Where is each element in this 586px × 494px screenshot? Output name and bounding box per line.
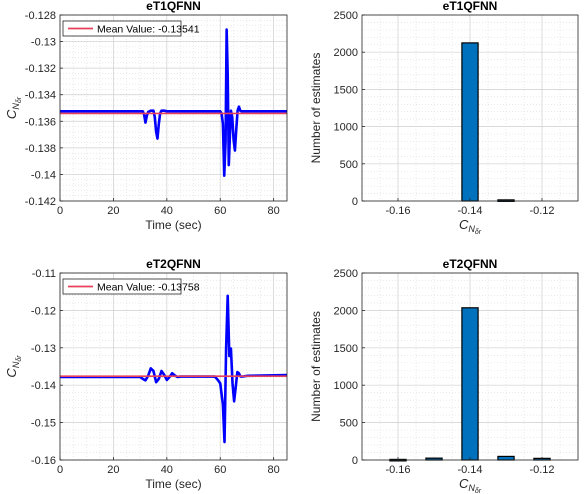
y-tick-label: -0.132 <box>25 63 56 75</box>
legend-box <box>62 278 182 295</box>
y-tick-label: 1000 <box>334 380 358 392</box>
x-tick-label: -0.16 <box>385 205 410 217</box>
x-tick-label: 0 <box>57 464 63 476</box>
time-series-panel-et2qfnn: 0 20 40 60 80 -0.11 -0.12 -0.13 -0.14 -0.15 -0.16 e… <box>4 257 288 491</box>
histogram-bar <box>461 42 479 202</box>
x-tick-label: 40 <box>161 205 173 217</box>
x-tick-label: 80 <box>268 464 280 476</box>
y-tick-label: 1500 <box>334 84 358 96</box>
plot-area <box>60 15 287 201</box>
time-series-panel-et1qfnn: 0 20 40 60 80 -0.128 -0.13 -0.132 -0.134 -0.136 -0… <box>4 0 288 232</box>
y-tick-label: 2500 <box>334 268 358 280</box>
x-tick-label: 60 <box>214 464 226 476</box>
y-tick-label: -0.136 <box>25 116 56 128</box>
chart-title: eT1QFNN <box>443 0 498 13</box>
y-axis-label: Number of estimates <box>309 53 323 164</box>
x-tick-label: 20 <box>107 205 119 217</box>
x-tick-label: 20 <box>107 464 119 476</box>
y-tick-label: -0.134 <box>25 90 56 102</box>
y-tick-label: -0.142 <box>25 196 56 208</box>
y-tick-label: 500 <box>340 418 358 430</box>
y-tick-label: 500 <box>340 159 358 171</box>
legend-box <box>62 20 182 37</box>
x-tick-label: 60 <box>214 205 226 217</box>
y-axis-label: CNδr <box>4 96 23 119</box>
y-tick-label: -0.13 <box>31 37 56 49</box>
x-tick-label: -0.14 <box>457 464 482 476</box>
x-tick-label: -0.12 <box>529 205 554 217</box>
y-tick-label: 2000 <box>334 47 358 59</box>
histogram-bar <box>497 455 515 461</box>
histogram-panel-et2qfnn: -0.16 -0.14 -0.12 0 500 1000 1500 2000 2500 eT2QF… <box>309 257 579 494</box>
histogram-bar <box>461 307 479 461</box>
legend: Mean Value: -0.13758 <box>62 278 200 295</box>
y-tick-label: -0.13 <box>31 343 56 355</box>
x-axis-label: Time (sec) <box>145 477 201 491</box>
y-tick-label: 0 <box>352 196 358 208</box>
series-line-estimates <box>60 28 287 178</box>
y-axis-label: CNδr <box>4 355 23 378</box>
legend: Mean Value: -0.13541 <box>62 20 200 37</box>
y-tick-label: 0 <box>352 455 358 467</box>
x-tick-label: -0.16 <box>385 464 410 476</box>
plot-area <box>60 273 287 460</box>
y-tick-label: 2500 <box>334 10 358 22</box>
y-tick-label: -0.138 <box>25 143 56 155</box>
x-tick-label: 40 <box>161 464 173 476</box>
y-tick-label: 1000 <box>334 122 358 134</box>
y-tick-label: 2000 <box>334 305 358 317</box>
y-tick-label: -0.128 <box>25 10 56 22</box>
y-tick-label: -0.12 <box>31 305 56 317</box>
axes-box <box>59 272 288 461</box>
x-axis-label: CNδr <box>459 476 482 494</box>
chart-title: eT2QFNN <box>146 257 201 271</box>
histogram-panel-et1qfnn: -0.16 -0.14 -0.12 0 500 1000 1500 2000 2500 eT1QF… <box>309 0 579 236</box>
chart-title: eT1QFNN <box>146 0 201 13</box>
x-tick-label: 0 <box>57 205 63 217</box>
x-axis-label: Time (sec) <box>145 218 201 232</box>
y-tick-label: -0.11 <box>32 268 56 280</box>
y-tick-label: 1500 <box>334 343 358 355</box>
legend-label: Mean Value: -0.13758 <box>97 282 200 294</box>
y-tick-label: -0.14 <box>31 169 56 181</box>
y-axis-label: Number of estimates <box>309 311 323 422</box>
x-tick-label: -0.12 <box>529 464 554 476</box>
x-tick-label: 80 <box>268 205 280 217</box>
y-tick-label: -0.14 <box>31 380 56 392</box>
legend-label: Mean Value: -0.13541 <box>97 24 200 36</box>
x-tick-label: -0.14 <box>457 205 482 217</box>
chart-title: eT2QFNN <box>443 257 498 271</box>
axes-box <box>59 14 288 202</box>
y-tick-label: -0.15 <box>31 418 56 430</box>
x-axis-label: CNδr <box>459 217 482 236</box>
y-tick-label: -0.16 <box>31 455 56 467</box>
